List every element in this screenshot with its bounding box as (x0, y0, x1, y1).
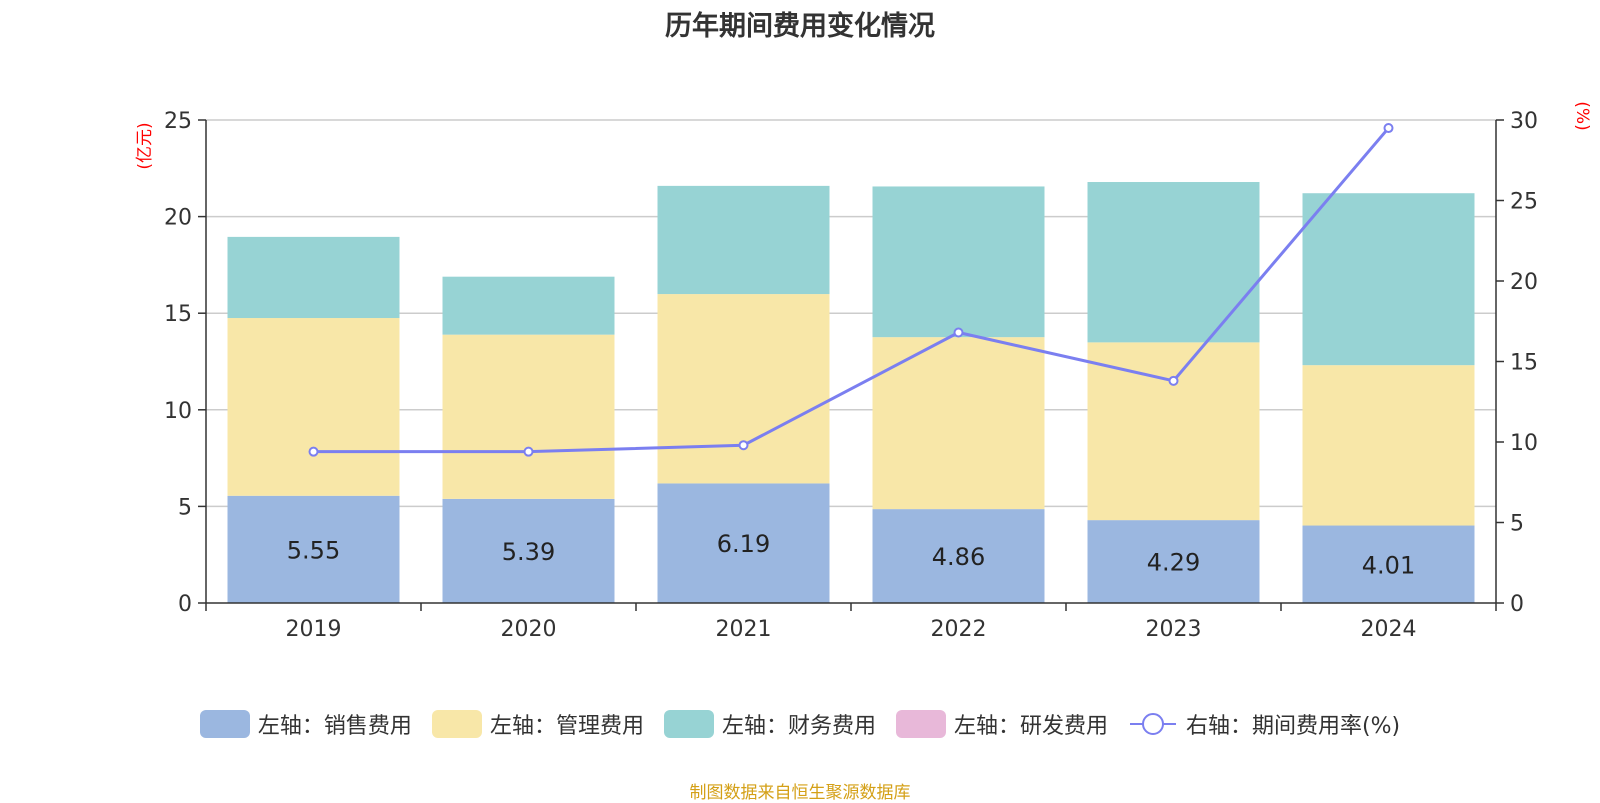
right-axis-tick-label: 10 (1510, 431, 1538, 456)
left-axis-unit-label: (亿元) (135, 122, 155, 169)
right-axis-tick-label: 20 (1510, 270, 1538, 295)
legend-item-finance[interactable]: 左轴：财务费用 (663, 708, 876, 740)
left-axis-tick-label: 0 (178, 592, 192, 617)
left-axis-tick-label: 10 (164, 399, 192, 424)
bar-segment (872, 509, 1045, 603)
legend-label-admin: 左轴：管理费用 (489, 714, 644, 739)
bar-segment (657, 294, 830, 484)
bar-segment (442, 498, 615, 603)
legend-line-icon (1129, 713, 1176, 735)
bar-segment (227, 318, 400, 496)
bar-data-label: 6.19 (717, 530, 770, 558)
right-axis-tick-label: 0 (1510, 592, 1524, 617)
bar-data-label: 5.39 (502, 538, 555, 566)
legend-swatch-sales (199, 710, 250, 738)
expense-rate-point (308, 446, 319, 457)
x-axis-tick-label: 2019 (286, 617, 342, 642)
right-axis-tick-label: 15 (1510, 351, 1538, 376)
x-axis-tick-label: 2020 (501, 617, 557, 642)
legend: 左轴：销售费用 左轴：管理费用 左轴：财务费用 左轴：研发费用 右轴：期间费用率… (0, 708, 1600, 740)
bar-segment (1087, 520, 1260, 603)
expense-rate-point (738, 440, 749, 451)
x-axis-tick-label: 2022 (931, 617, 987, 642)
legend-label-expense-rate: 右轴：期间费用率(%) (1185, 714, 1401, 739)
legend-item-admin[interactable]: 左轴：管理费用 (431, 708, 644, 740)
legend-label-sales: 左轴：销售费用 (257, 714, 412, 739)
left-axis-tick-label: 20 (164, 206, 192, 231)
bar-segment (657, 483, 830, 603)
bar-data-label: 4.86 (932, 543, 985, 571)
expense-rate-point (1168, 375, 1179, 386)
legend-label-rnd: 左轴：研发费用 (953, 714, 1108, 739)
bar-segment (872, 337, 1045, 510)
bar-segment (872, 186, 1045, 338)
expense-rate-point (523, 446, 534, 457)
legend-item-sales[interactable]: 左轴：销售费用 (199, 708, 412, 740)
bar-data-label: 4.01 (1362, 551, 1415, 579)
bar-segment (227, 236, 400, 319)
expense-rate-line (313, 127, 1390, 454)
legend-swatch-admin (431, 710, 482, 738)
legend-swatch-rnd (895, 710, 946, 738)
bar-segment (227, 495, 400, 603)
x-axis-tick-label: 2021 (716, 617, 772, 642)
bar-segment (442, 276, 615, 335)
right-axis-tick-label: 5 (1510, 512, 1524, 537)
bar-segment (1087, 182, 1260, 343)
chart-title: 历年期间费用变化情况 (665, 11, 935, 42)
legend-swatch-finance (663, 710, 714, 738)
left-axis-tick-label: 5 (178, 495, 192, 520)
left-axis-tick-label: 15 (164, 302, 192, 327)
legend-item-rnd[interactable]: 左轴：研发费用 (895, 708, 1108, 740)
expense-rate-point (953, 327, 964, 338)
bar-segment (1302, 525, 1475, 603)
right-axis-tick-label: 25 (1510, 190, 1538, 215)
bar-segment (657, 185, 830, 295)
x-axis-tick-label: 2024 (1361, 617, 1417, 642)
bar-data-label: 4.29 (1147, 549, 1200, 577)
bar-segment (442, 334, 615, 499)
right-axis-unit-label: (%) (1572, 101, 1592, 130)
expense-rate-point (1383, 123, 1394, 134)
legend-label-finance: 左轴：财务费用 (721, 714, 876, 739)
bar-segment (1087, 342, 1260, 521)
x-axis-tick-label: 2023 (1146, 617, 1202, 642)
legend-item-expense-rate[interactable]: 右轴：期间费用率(%) (1128, 708, 1400, 740)
bar-segment (1302, 365, 1475, 526)
bar-data-label: 5.55 (287, 536, 340, 564)
right-axis-tick-label: 30 (1510, 109, 1538, 134)
left-axis-tick-label: 25 (164, 109, 192, 134)
source-note: 制图数据来自恒生聚源数据库 (689, 783, 911, 803)
bar-segment (1302, 193, 1475, 366)
